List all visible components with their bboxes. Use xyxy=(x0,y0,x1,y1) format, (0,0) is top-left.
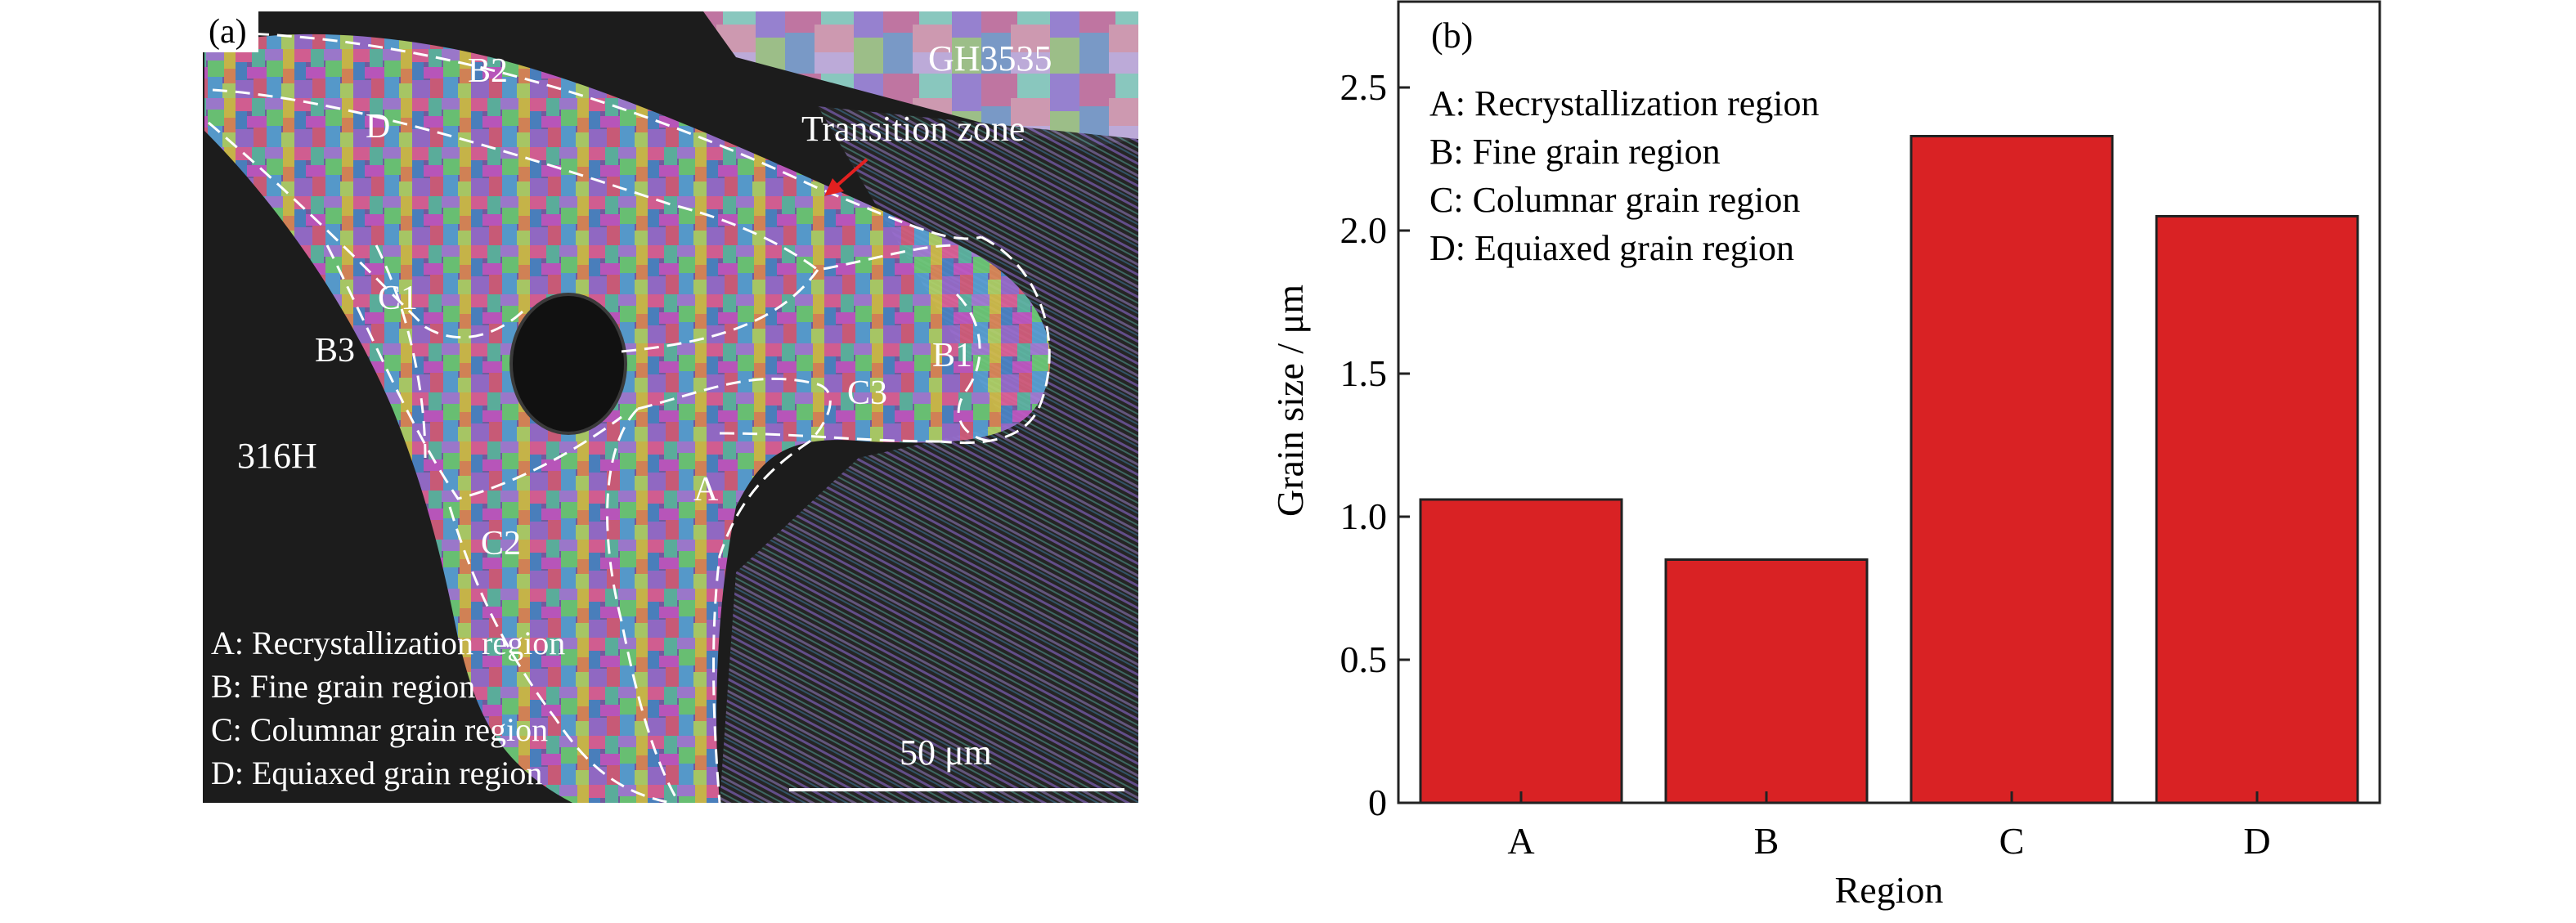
region-mark: C2 xyxy=(481,525,521,562)
y-tick-label: 1.0 xyxy=(1340,495,1388,537)
deformed-streak-area xyxy=(720,106,1138,803)
x-tick-label: D xyxy=(2243,820,2270,862)
bar-chart: 0 0.5 1.0 1.5 2.0 2.5 A B C D (b) A: Recrystalli… xyxy=(1269,0,2381,911)
y-tick-label: 0 xyxy=(1368,782,1387,823)
bar-B xyxy=(1664,558,1869,804)
bar-C xyxy=(1910,135,2114,804)
legend-entry: B: Fine grain region xyxy=(1429,132,1721,172)
transition-arrowhead xyxy=(824,178,844,196)
material-label-top: GH3535 xyxy=(928,38,1052,78)
y-axis-ticks: 0 0.5 1.0 1.5 2.0 2.5 xyxy=(1340,66,1410,823)
x-tick-label: A xyxy=(1507,820,1534,862)
legend-entry: A: Recrystallization region xyxy=(211,625,565,661)
y-axis-label: Grain size / μm xyxy=(1269,285,1311,517)
y-tick-label: 1.5 xyxy=(1340,352,1388,394)
micrograph-panel xyxy=(203,11,1138,803)
panel-a-label: (a) xyxy=(209,13,247,51)
x-axis-label: Region xyxy=(1835,869,1944,911)
bar-A xyxy=(1419,498,1623,804)
legend-entry: D: Equiaxed grain region xyxy=(1429,228,1794,268)
material-label-left: 316H xyxy=(237,436,317,476)
x-tick-label: C xyxy=(1999,820,2025,862)
region-marks: B2 D C1 B3 B1 C3 A C2 xyxy=(315,52,972,562)
region-boundaries xyxy=(208,31,1051,803)
region-mark: B2 xyxy=(468,52,508,90)
panel-b-legend: A: Recrystallization region B: Fine grai… xyxy=(1429,83,1820,268)
void xyxy=(509,293,627,435)
legend-entry: C: Columnar grain region xyxy=(211,711,548,748)
region-mark: B3 xyxy=(315,332,355,370)
panel-a-label-box xyxy=(203,11,258,52)
region-mark: D xyxy=(366,108,390,146)
y-tick-label: 2.0 xyxy=(1340,209,1388,251)
stir-zone xyxy=(204,34,1051,803)
scale-bar-label: 50 μm xyxy=(900,733,992,773)
bars xyxy=(1419,135,2359,804)
region-mark: B1 xyxy=(932,337,972,374)
legend-entry: B: Fine grain region xyxy=(211,668,475,705)
panel-b-label: (b) xyxy=(1431,16,1473,56)
legend-entry: D: Equiaxed grain region xyxy=(211,755,542,791)
region-mark: A xyxy=(693,471,719,509)
transition-arrow xyxy=(832,158,868,190)
coarse-grain-area xyxy=(703,11,1138,147)
bar-D xyxy=(2155,215,2359,804)
panel-a-legend: A: Recrystallization region B: Fine grai… xyxy=(211,625,565,791)
region-mark: C3 xyxy=(847,374,887,412)
x-tick-label: B xyxy=(1754,820,1779,862)
x-axis-ticks: A B C D xyxy=(1507,791,2271,862)
y-tick-label: 0.5 xyxy=(1340,638,1388,680)
y-tick-label: 2.5 xyxy=(1340,66,1388,108)
transition-zone-label: Transition zone xyxy=(801,109,1025,149)
legend-entry: C: Columnar grain region xyxy=(1429,180,1800,220)
region-mark: C1 xyxy=(378,280,418,317)
legend-entry: A: Recrystallization region xyxy=(1429,83,1820,123)
plot-frame xyxy=(1397,0,2381,804)
